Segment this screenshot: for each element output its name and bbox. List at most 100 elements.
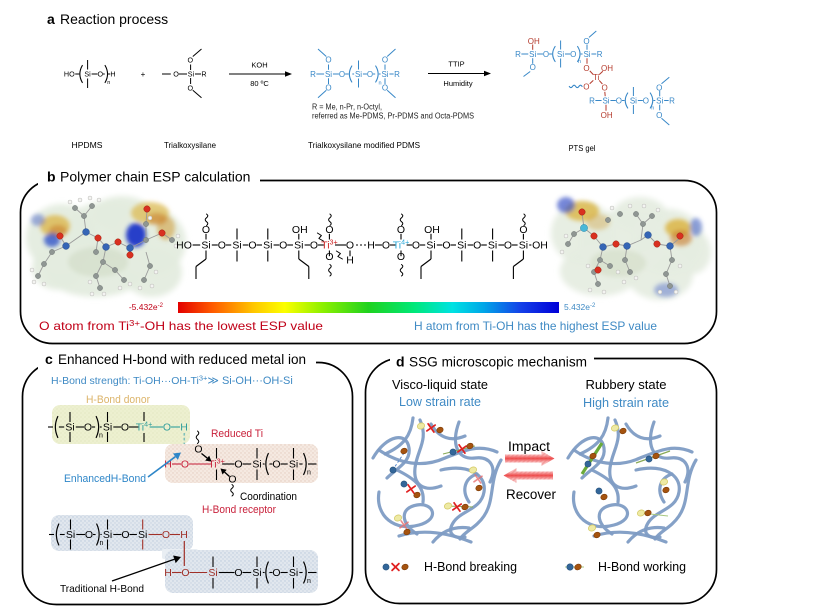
svg-text:OH: OH [601,111,613,120]
svg-text:referred as Me-PDMS, Pr-PDMS: referred as Me-PDMS, Pr-PDMS and Octa-PD… [312,112,474,121]
svg-text:Ti: Ti [593,73,600,82]
svg-text:Si: Si [488,240,497,252]
svg-text:OH: OH [532,240,548,252]
svg-text:HO: HO [176,240,192,252]
svg-text:Si: Si [103,529,112,541]
svg-text:O: O [234,567,242,579]
svg-text:c: c [45,351,53,367]
svg-text:H-Bond donor: H-Bond donor [86,394,150,406]
svg-text:O: O [218,240,226,252]
svg-text:Reduced Ti: Reduced Ti [211,428,263,440]
svg-text:O: O [570,50,576,59]
svg-text:Si: Si [252,459,261,471]
svg-text:O: O [643,96,649,105]
svg-text:Si: Si [289,567,298,579]
svg-text:Coordination: Coordination [240,491,297,503]
svg-text:Trialkoxysilane: Trialkoxysilane [164,141,216,150]
svg-text:n: n [100,540,104,547]
svg-text:Si: Si [602,96,609,105]
svg-text:Si: Si [232,240,241,252]
svg-text:O: O [121,529,129,541]
svg-text:-5.432e-2: -5.432e-2 [129,302,164,312]
svg-text:O: O [121,422,129,434]
svg-text:H-Bond receptor: H-Bond receptor [202,504,276,516]
svg-text:O: O [325,251,333,263]
svg-text:High strain rate: High strain rate [583,395,669,410]
svg-text:O: O [397,224,405,236]
svg-text:O: O [583,37,589,46]
svg-text:Si: Si [294,240,303,252]
svg-text:Si: Si [457,240,466,252]
svg-text:Si: Si [201,240,210,252]
svg-text:R = Me, n-Pr, n-Octyl,: R = Me, n-Pr, n-Octyl, [312,103,382,112]
svg-text:Si: Si [66,529,75,541]
svg-text:Si: Si [138,529,147,541]
svg-text:Si: Si [355,70,362,79]
svg-text:H: H [367,240,375,252]
svg-text:OH: OH [424,224,440,236]
svg-text:H: H [164,459,172,471]
svg-text:O: O [530,63,536,72]
svg-text:Humidity: Humidity [443,79,472,88]
svg-text:Si: Si [103,422,112,434]
svg-text:O: O [173,70,179,79]
svg-text:Si: Si [557,50,564,59]
svg-text:O: O [272,459,280,471]
svg-text:O: O [397,251,405,263]
svg-text:Si: Si [381,70,388,79]
svg-text:Trialkoxysilane modified PDM: Trialkoxysilane modified PDMS [308,141,421,150]
svg-text:Si: Si [519,240,528,252]
svg-text:n: n [378,81,381,87]
svg-text:O: O [188,56,194,65]
svg-text:H-Bond breaking: H-Bond breaking [424,560,517,574]
svg-text:Polymer chain ESP calculation: Polymer chain ESP calculation [60,169,250,185]
svg-text:EnhancedH-Bond: EnhancedH-Bond [64,473,146,485]
svg-text:H: H [110,70,115,79]
svg-text:5.432e-2: 5.432e-2 [564,302,596,312]
svg-text:Traditional H-Bond: Traditional H-Bond [60,583,144,595]
svg-text:O: O [325,84,331,93]
svg-text:R: R [310,70,316,79]
svg-text:OH: OH [292,224,308,236]
svg-text:Si: Si [289,459,298,471]
svg-text:n: n [651,106,654,112]
svg-text:KOH: KOH [251,61,267,70]
svg-text:OH: OH [601,64,613,73]
svg-text:H: H [180,529,188,541]
svg-text:O: O [194,444,202,456]
svg-text:Reaction process: Reaction process [60,11,168,27]
svg-text:O: O [346,240,354,252]
svg-text:O: O [85,529,93,541]
svg-text:d: d [396,354,405,370]
svg-text:R: R [515,50,521,59]
svg-text:O: O [382,84,388,93]
svg-text:O: O [84,422,92,434]
svg-text:O: O [181,459,189,471]
svg-text:O: O [325,56,331,65]
svg-text:Recover: Recover [506,487,556,502]
svg-text:Si: Si [263,240,272,252]
svg-text:TTIP: TTIP [448,60,464,69]
svg-text:n: n [307,578,311,585]
svg-text:H atom from Ti-OH has the high: H atom from Ti-OH has the highest ESP va… [414,319,657,333]
svg-text:O: O [188,84,194,93]
svg-text:Si: Si [208,567,217,579]
svg-text:Visco-liquid state: Visco-liquid state [392,377,488,392]
svg-text:O: O [473,240,481,252]
svg-text:O: O [325,224,333,236]
svg-text:R: R [394,70,400,79]
svg-text:SSG microscopic mechanism: SSG microscopic mechanism [409,354,587,370]
svg-text:a: a [47,11,55,27]
svg-text:Si: Si [656,96,663,105]
svg-text:O: O [339,70,345,79]
svg-text:O: O [583,82,589,91]
svg-text:O: O [202,224,210,236]
svg-text:Si: Si [252,567,261,579]
svg-text:Si: Si [426,240,435,252]
svg-text:O: O [234,459,242,471]
svg-text:Si: Si [630,96,637,105]
svg-text:O: O [519,224,527,236]
svg-text:H-Bond strength: Ti-OH···OH-Ti: H-Bond strength: Ti-OH···OH-Ti3+≫ Si-OH·… [51,374,293,388]
svg-text:Si: Si [188,70,195,79]
svg-text:+: + [141,70,146,79]
